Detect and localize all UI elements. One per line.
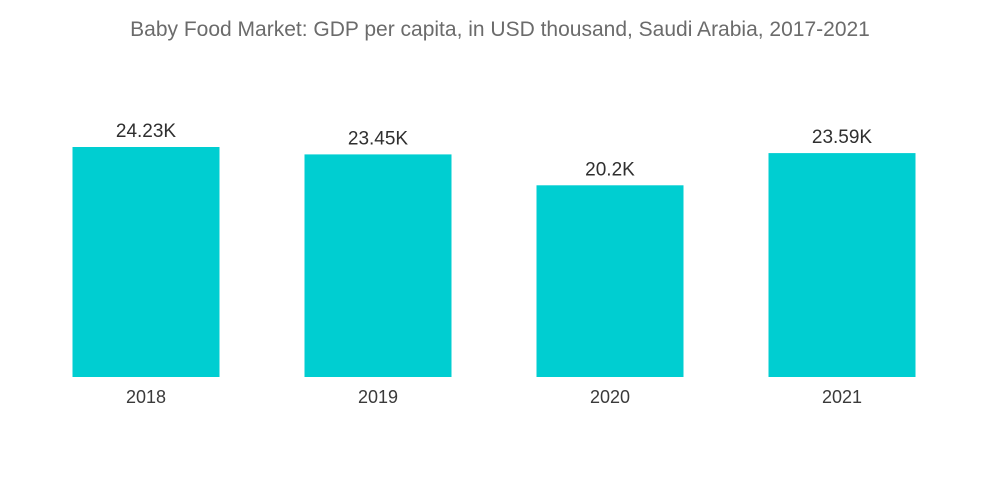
x-tick-label-2021: 2021 (822, 387, 862, 407)
bars-group (72, 147, 916, 377)
bar-2019 (304, 154, 452, 377)
bar-2018 (72, 147, 220, 377)
bar-2020 (536, 185, 684, 377)
x-tick-label-2019: 2019 (358, 387, 398, 407)
bar-2021 (768, 153, 916, 377)
value-label-2021: 23.59K (812, 127, 873, 148)
value-label-2020: 20.2K (585, 159, 635, 180)
value-label-2018: 24.23K (116, 121, 177, 142)
value-labels-group: 24.23K 23.45K 20.2K 23.59K (116, 121, 873, 180)
value-label-2019: 23.45K (348, 128, 409, 149)
x-tick-label-2018: 2018 (126, 387, 166, 407)
x-tick-labels-group: 2018 2019 2020 2021 (126, 387, 862, 407)
x-tick-label-2020: 2020 (590, 387, 630, 407)
chart-title: Baby Food Market: GDP per capita, in USD… (130, 18, 870, 41)
